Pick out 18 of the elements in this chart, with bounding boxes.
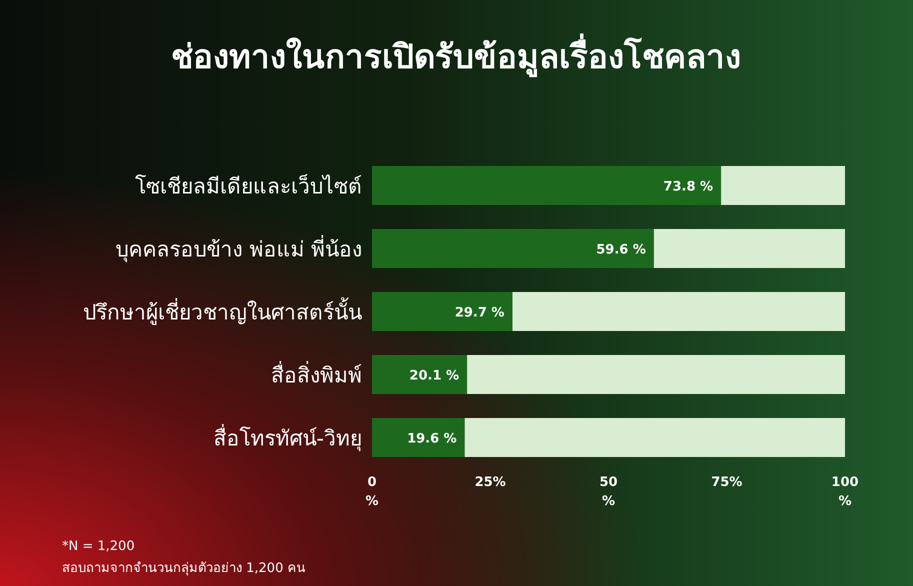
x-tick-label: 75% — [711, 475, 742, 490]
x-tick-label: 100 % — [831, 475, 859, 509]
y-tick-label: โซเชียลมีเดียและเว็บไซต์ — [135, 172, 362, 198]
y-tick-label: บุคคลรอบข้าง พ่อแม่ พี่น้อง — [116, 234, 362, 262]
text: สอบถามจากจำนวนกลุ่มตัวอย่าง 1,200 คน — [62, 561, 306, 576]
text: *N = 1,200 — [62, 539, 135, 554]
data-label: 20.1 % — [409, 368, 460, 384]
data-label: 73.8 % — [663, 180, 714, 194]
y-tick-label: สื่อสิ่งพิมพ์ — [271, 360, 362, 388]
data-label: 29.7 % — [454, 306, 504, 320]
data-label: 59.6 % — [596, 242, 646, 258]
y-tick-label: สื่อโทรทัศน์-วิทยุ — [213, 424, 362, 452]
y-tick-label: ปรึกษาผู้เชี่ยวชาญในศาสตร์นั้น — [83, 298, 362, 326]
x-tick-label: 50 % — [599, 475, 618, 509]
x-tick-label: 25% — [474, 475, 506, 490]
data-label: 19.6 % — [407, 432, 457, 446]
chart-title: ช่องทางในการเปิดรับข้อมูลเรื่องโชคลาง — [171, 33, 741, 78]
x-tick-label: 0 % — [365, 475, 379, 509]
